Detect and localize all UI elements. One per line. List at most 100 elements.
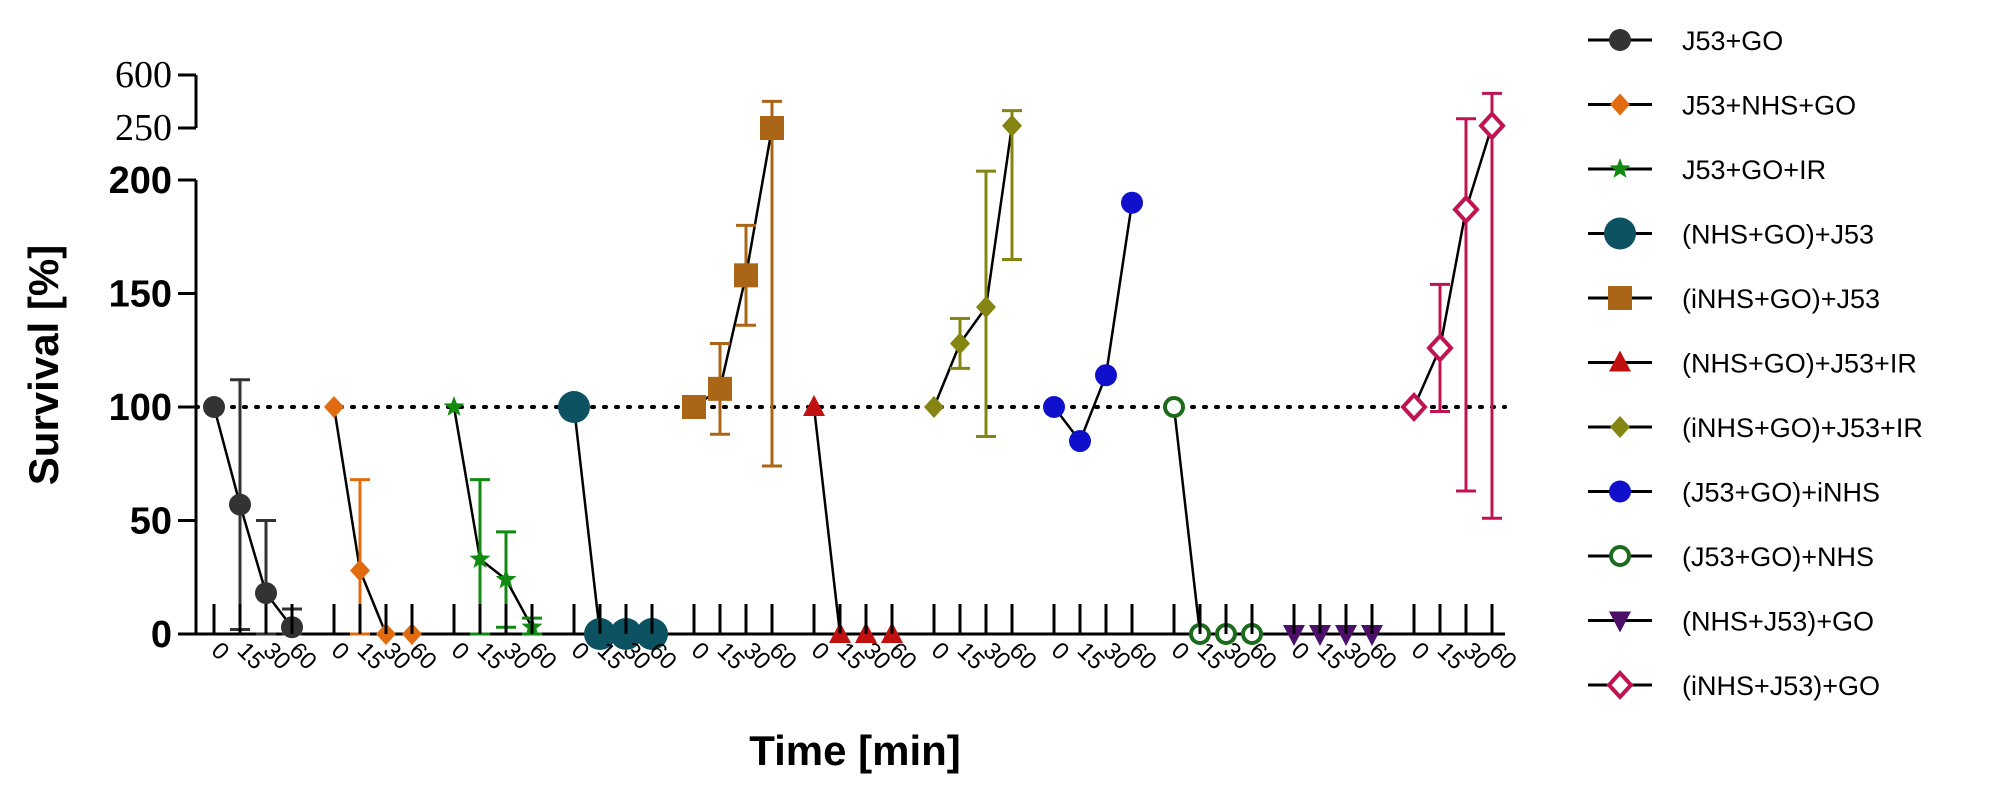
data-point <box>1095 364 1117 387</box>
x-tick-label: 0 <box>1406 637 1435 666</box>
legend-label: J53+GO <box>1682 26 1783 56</box>
x-tick-label: 0 <box>446 637 475 666</box>
data-point <box>1426 333 1454 363</box>
x-tick-label: 0 <box>326 637 355 666</box>
x-tick-label: 60 <box>1004 637 1042 675</box>
legend-marker <box>1604 217 1636 250</box>
legend-marker <box>1610 416 1630 438</box>
series-line <box>452 406 534 628</box>
legend-item-10: (iNHS+J53)+GO <box>1588 670 1880 701</box>
series-line <box>932 125 1014 408</box>
legend-label: (J53+GO)+iNHS <box>1682 478 1880 508</box>
data-point <box>1452 194 1480 225</box>
data-point <box>558 391 590 423</box>
series-line <box>572 406 652 636</box>
x-tick-label: 0 <box>566 637 595 666</box>
series-6 <box>924 109 1022 439</box>
data-point <box>350 559 370 582</box>
x-axis-title: Time [min] <box>749 727 961 774</box>
legend-label: J53+GO+IR <box>1682 155 1826 185</box>
data-point <box>760 116 784 140</box>
x-tick-label: 0 <box>1046 637 1075 666</box>
series-line <box>212 406 293 628</box>
legend-item-5: (NHS+GO)+J53+IR <box>1588 349 1917 379</box>
x-tick-label: 0 <box>926 637 955 666</box>
legend-marker <box>1609 158 1631 178</box>
x-tick-label: 60 <box>1124 637 1162 675</box>
legend-item-9: (NHS+J53)+GO <box>1588 607 1874 637</box>
legend-marker <box>1610 93 1630 116</box>
series-line <box>1412 125 1494 408</box>
series-line <box>1172 406 1252 636</box>
y-tick-label: 50 <box>130 501 172 543</box>
y-axis-title: Survival [%] <box>20 245 67 485</box>
series-2 <box>443 396 543 637</box>
legend-label: (iNHS+J53)+GO <box>1682 671 1880 701</box>
data-point <box>443 396 465 416</box>
legend-marker <box>1609 611 1631 633</box>
legend-label: (NHS+J53)+GO <box>1682 607 1874 637</box>
legend-label: J53+NHS+GO <box>1682 91 1856 121</box>
legend-marker <box>1606 670 1634 700</box>
series-line <box>812 406 892 636</box>
data-point <box>976 296 996 319</box>
x-tick-label: 0 <box>686 637 715 666</box>
legend-label: (NHS+GO)+J53 <box>1682 220 1874 250</box>
x-tick-label: 0 <box>1286 637 1315 666</box>
data-point <box>682 395 706 419</box>
legend-item-4: (iNHS+GO)+J53 <box>1588 284 1880 314</box>
legend-marker <box>1609 480 1631 503</box>
data-point <box>1478 110 1506 141</box>
legend-item-3: (NHS+GO)+J53 <box>1588 217 1874 250</box>
legend-item-6: (iNHS+GO)+J53+IR <box>1588 413 1923 443</box>
series-line <box>332 406 412 636</box>
x-tick-label: 60 <box>404 637 442 675</box>
legend-label: (iNHS+GO)+J53 <box>1682 284 1880 314</box>
y-tick-label: 200 <box>109 160 172 202</box>
series-layer <box>203 91 1506 650</box>
x-tick-label: 60 <box>524 637 562 675</box>
series-10 <box>1400 91 1506 520</box>
data-point <box>1163 396 1185 418</box>
series-line <box>1053 202 1134 444</box>
data-point <box>469 548 491 568</box>
data-point <box>1043 396 1065 418</box>
legend-label: (J53+GO)+NHS <box>1682 542 1874 572</box>
x-tick-label: 60 <box>284 637 322 675</box>
series-1 <box>324 396 422 645</box>
y-tick-label: 0 <box>151 614 172 656</box>
legend-label: (iNHS+GO)+J53+IR <box>1682 413 1923 443</box>
data-point <box>1309 625 1331 646</box>
legend-marker <box>1609 350 1631 372</box>
x-tick-label: 60 <box>1484 637 1522 675</box>
axes: 0 50 100 150 200 250 600 <box>109 54 1505 656</box>
legend-marker <box>1608 286 1632 310</box>
data-point <box>1121 191 1143 214</box>
legend-item-0: J53+GO <box>1588 26 1783 56</box>
data-point <box>708 376 732 401</box>
legend: J53+GO J53+NHS+GO J53+GO+IR (NHS+GO)+J53 (iN… <box>1588 26 1923 701</box>
data-point <box>1283 625 1305 646</box>
series-7 <box>1043 191 1143 453</box>
legend-marker <box>1609 29 1631 51</box>
series-line <box>693 127 774 409</box>
legend-item-2: J53+GO+IR <box>1588 155 1826 185</box>
legend-item-8: (J53+GO)+NHS <box>1588 542 1874 572</box>
data-point <box>255 582 277 605</box>
data-point <box>495 568 517 589</box>
series-4 <box>682 99 784 468</box>
x-tick-label: 0 <box>206 637 235 666</box>
data-point <box>229 493 251 516</box>
data-point <box>1361 625 1383 646</box>
y-break-tick-label: 600 <box>115 54 172 96</box>
data-point <box>924 396 944 418</box>
legend-item-7: (J53+GO)+iNHS <box>1588 478 1880 508</box>
series-8 <box>1163 396 1263 645</box>
legend-item-1: J53+NHS+GO <box>1588 91 1856 121</box>
data-point <box>803 395 825 416</box>
data-point <box>1335 625 1357 646</box>
y-tick-label: 150 <box>109 274 172 316</box>
data-point <box>734 263 758 288</box>
x-tick-label: 60 <box>1364 637 1402 675</box>
